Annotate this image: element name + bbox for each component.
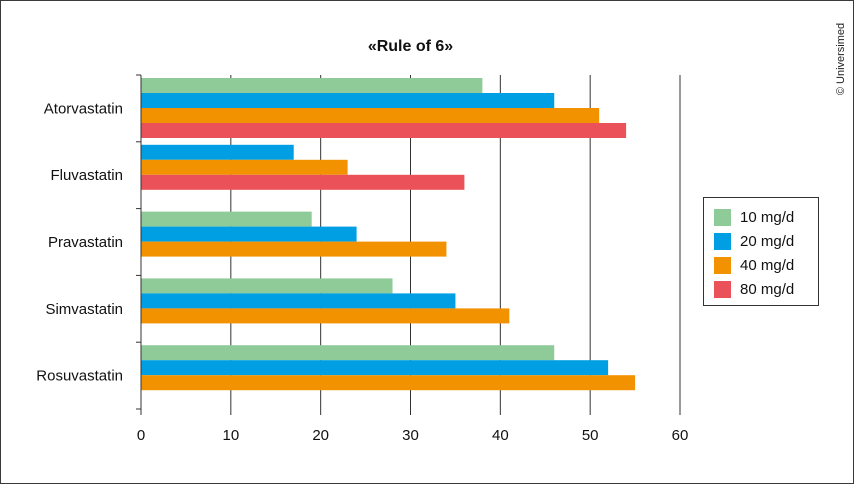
bar (141, 174, 465, 190)
legend: 10 mg/d 20 mg/d 40 mg/d 80 mg/d (703, 197, 819, 306)
bar (141, 345, 555, 361)
chart-title: «Rule of 6» (367, 38, 454, 55)
legend-entry: 40 mg/d (704, 253, 818, 277)
bar (141, 211, 312, 227)
legend-swatch (714, 256, 731, 274)
bar (141, 308, 510, 324)
legend-entry: 10 mg/d (704, 205, 818, 229)
bar (141, 278, 393, 294)
axes (136, 74, 681, 415)
legend-swatch (714, 232, 731, 250)
bar (141, 360, 609, 376)
legend-label: 80 mg/d (740, 280, 795, 298)
legend-swatch (714, 280, 731, 298)
bar (141, 144, 294, 160)
category-label: Fluvastatin (50, 167, 123, 184)
bar (141, 226, 357, 242)
category-label: Pravastatin (48, 234, 123, 251)
x-tick-label: 0 (137, 427, 145, 444)
category-label: Rosuvastatin (36, 368, 123, 385)
bar (141, 241, 447, 257)
bar (141, 159, 348, 175)
x-tick-label: 20 (312, 427, 329, 444)
legend-label: 10 mg/d (740, 208, 795, 226)
x-tick-label: 60 (672, 427, 689, 444)
legend-entry: 80 mg/d (704, 277, 818, 301)
legend-label: 40 mg/d (740, 256, 795, 274)
x-tick-label: 30 (402, 427, 419, 444)
bar (141, 108, 600, 123)
x-tick-label: 40 (492, 427, 509, 444)
legend-entry: 20 mg/d (704, 229, 818, 253)
category-label: Simvastatin (45, 301, 123, 318)
bar (141, 78, 483, 93)
legend-label: 20 mg/d (740, 232, 795, 250)
legend-swatch (714, 208, 731, 226)
labels: 0 10 20 30 40 50 60 Atorvastatin Fluvastatin Prav… (36, 100, 688, 444)
category-label: Atorvastatin (44, 100, 123, 117)
bars (141, 78, 636, 391)
bar (141, 375, 636, 391)
x-tick-label: 10 (222, 427, 239, 444)
bar (141, 293, 456, 309)
copyright-notice: © Universimed (835, 22, 847, 96)
bar (141, 123, 627, 138)
bar (141, 93, 555, 108)
x-tick-label: 50 (582, 427, 599, 444)
